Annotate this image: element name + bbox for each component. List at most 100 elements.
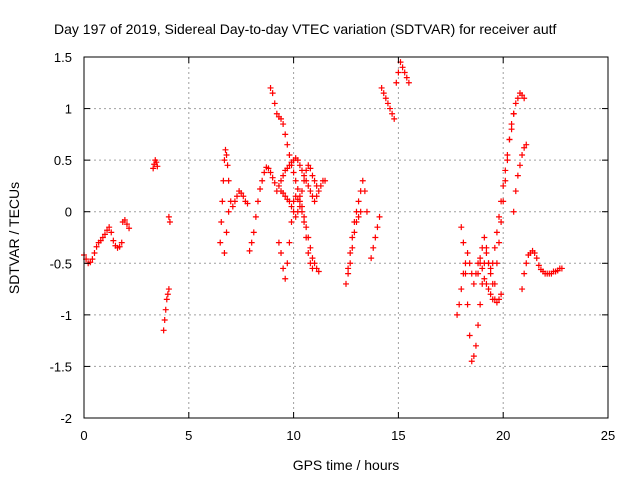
data-point xyxy=(514,172,521,179)
data-point xyxy=(99,234,106,241)
data-point xyxy=(153,159,160,166)
grid xyxy=(84,57,608,418)
data-point xyxy=(370,244,377,251)
data-point xyxy=(481,275,488,282)
data-point xyxy=(278,249,285,256)
x-tick-labels: 0 5 10 15 20 25 xyxy=(80,428,615,443)
data-point xyxy=(483,249,490,256)
data-point xyxy=(244,200,251,207)
data-point xyxy=(315,188,322,195)
data-point xyxy=(286,239,293,246)
data-point xyxy=(161,317,168,324)
data-point xyxy=(221,157,228,164)
data-point xyxy=(460,239,467,246)
data-point xyxy=(384,100,391,107)
data-point xyxy=(347,260,354,267)
data-point xyxy=(108,229,115,236)
series-s14 xyxy=(345,208,364,277)
data-point xyxy=(313,182,320,189)
data-point xyxy=(343,280,349,287)
y-tick-label: 1.5 xyxy=(54,50,72,65)
data-point xyxy=(225,177,232,184)
data-point xyxy=(267,84,274,91)
data-point xyxy=(493,260,500,267)
data-point xyxy=(535,262,542,269)
data-point xyxy=(164,291,171,298)
data-point xyxy=(491,280,498,287)
data-point xyxy=(309,255,316,262)
data-point xyxy=(519,286,526,293)
data-point xyxy=(123,221,130,228)
data-point xyxy=(269,90,276,97)
data-point xyxy=(121,216,128,223)
data-point xyxy=(282,193,289,200)
data-point xyxy=(464,301,471,308)
data-points xyxy=(81,59,565,365)
y-tick-label: -2 xyxy=(60,411,72,426)
data-point xyxy=(286,198,293,205)
data-point xyxy=(286,162,293,169)
data-point xyxy=(252,213,259,220)
data-point xyxy=(267,169,274,176)
series-s13 xyxy=(343,177,370,287)
data-point xyxy=(229,203,236,210)
data-point xyxy=(508,121,515,128)
data-point xyxy=(284,260,291,267)
data-point xyxy=(292,193,299,200)
data-point xyxy=(275,239,282,246)
data-point xyxy=(301,213,308,220)
data-point xyxy=(301,177,308,184)
data-point xyxy=(296,203,303,210)
data-point xyxy=(160,327,167,334)
data-point xyxy=(110,237,117,244)
data-point xyxy=(162,306,169,313)
data-point xyxy=(380,90,387,97)
data-point xyxy=(393,79,400,86)
y-tick-label: -1.5 xyxy=(50,359,72,374)
series-s17 xyxy=(393,59,412,86)
data-point xyxy=(222,146,229,153)
data-point xyxy=(282,131,289,138)
data-point xyxy=(374,224,381,231)
data-point xyxy=(280,172,287,179)
data-point xyxy=(531,249,538,256)
data-point xyxy=(464,249,471,256)
data-point xyxy=(261,169,268,176)
data-point xyxy=(470,353,477,360)
data-point xyxy=(218,219,225,226)
y-tick-label: 0 xyxy=(65,205,72,220)
data-point xyxy=(462,270,469,277)
data-point xyxy=(313,193,320,200)
data-point xyxy=(472,342,479,349)
data-point xyxy=(315,268,322,275)
data-point xyxy=(223,151,230,158)
series-s16 xyxy=(378,84,398,122)
data-point xyxy=(311,177,318,184)
series-s9 xyxy=(267,84,322,275)
data-point xyxy=(395,69,402,76)
data-point xyxy=(353,219,360,226)
data-point xyxy=(254,198,261,205)
data-point xyxy=(307,244,314,251)
data-point xyxy=(521,95,528,102)
data-point xyxy=(93,243,100,250)
data-point xyxy=(357,208,364,215)
data-point xyxy=(296,198,303,205)
data-point xyxy=(322,177,329,184)
data-point xyxy=(248,239,255,246)
data-point xyxy=(487,265,494,272)
data-point xyxy=(510,110,517,117)
data-point xyxy=(288,203,295,210)
data-point xyxy=(154,163,161,170)
data-point xyxy=(349,244,356,251)
data-point xyxy=(477,260,484,267)
data-point xyxy=(516,162,523,169)
data-point xyxy=(479,265,486,272)
data-point xyxy=(487,270,494,277)
data-point xyxy=(558,265,565,272)
data-point xyxy=(301,172,308,179)
y-tick-label: 1 xyxy=(65,102,72,117)
axis-ticks xyxy=(83,56,609,419)
data-point xyxy=(305,182,312,189)
